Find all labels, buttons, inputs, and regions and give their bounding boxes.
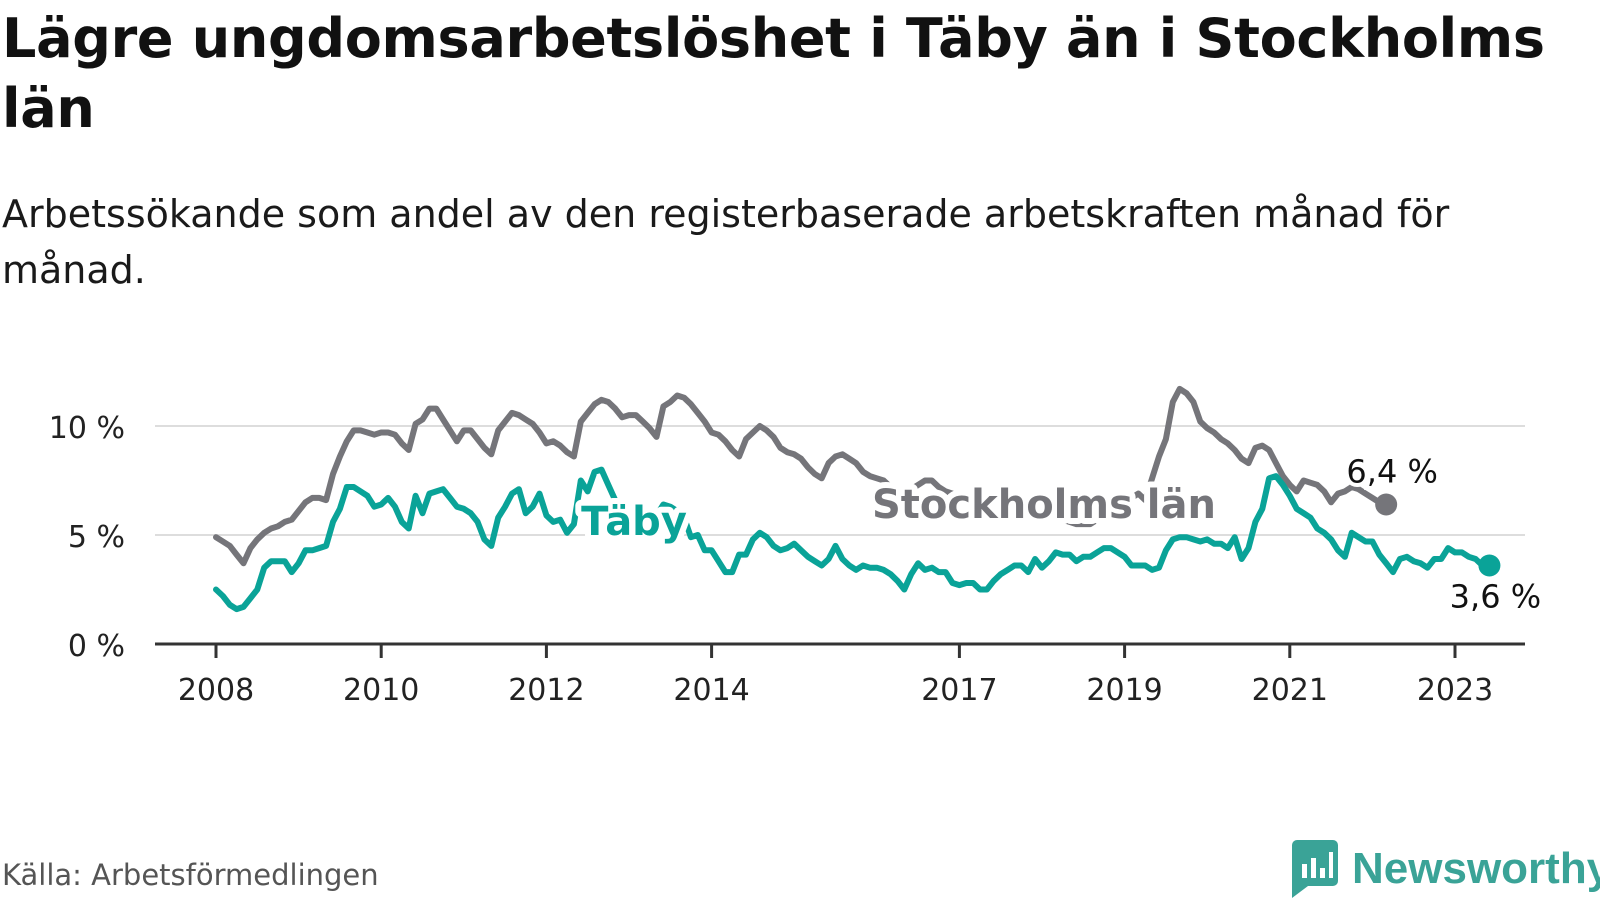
source-note: Källa: Arbetsförmedlingen [2, 858, 379, 892]
x-tick-label: 2021 [1252, 673, 1328, 708]
x-tick-label: 2008 [178, 673, 254, 708]
end-point-taby [1478, 554, 1501, 577]
series-line-taby [213, 466, 1493, 613]
y-tick-label: 5 % [68, 520, 125, 555]
line-chart: 0 % 5 % 10 % 2008 2010 2012 2014 2017 2019 2021 20… [48, 385, 1542, 708]
newsworthy-logo-icon [1292, 840, 1338, 898]
y-tick-label: 0 % [68, 629, 125, 664]
end-point-stockholm [1375, 493, 1398, 516]
series-line-stockholm [213, 385, 1390, 567]
end-label-taby: 3,6 % [1450, 578, 1541, 616]
x-tick-label: 2017 [921, 673, 997, 708]
brand-name: Newsworthy [1352, 844, 1600, 893]
series-label-taby: Täby [581, 499, 687, 545]
x-tick-label: 2019 [1086, 673, 1162, 708]
chart-subtitle: Arbetssökande som andel av den registerb… [2, 192, 1450, 292]
brand-logo: Newsworthy [1292, 838, 1600, 900]
y-tick-label: 10 % [49, 411, 125, 446]
x-tick-label: 2012 [508, 673, 584, 708]
chart-title: Lägre ungdomsarbetslöshet i Täby än i St… [2, 7, 1545, 140]
x-tick-label: 2023 [1417, 673, 1493, 708]
series-label-stockholm: Stockholms län [872, 482, 1216, 528]
x-tick-label: 2010 [343, 673, 419, 708]
x-tick-label: 2014 [673, 673, 749, 708]
end-label-stockholm: 6,4 % [1346, 452, 1437, 490]
